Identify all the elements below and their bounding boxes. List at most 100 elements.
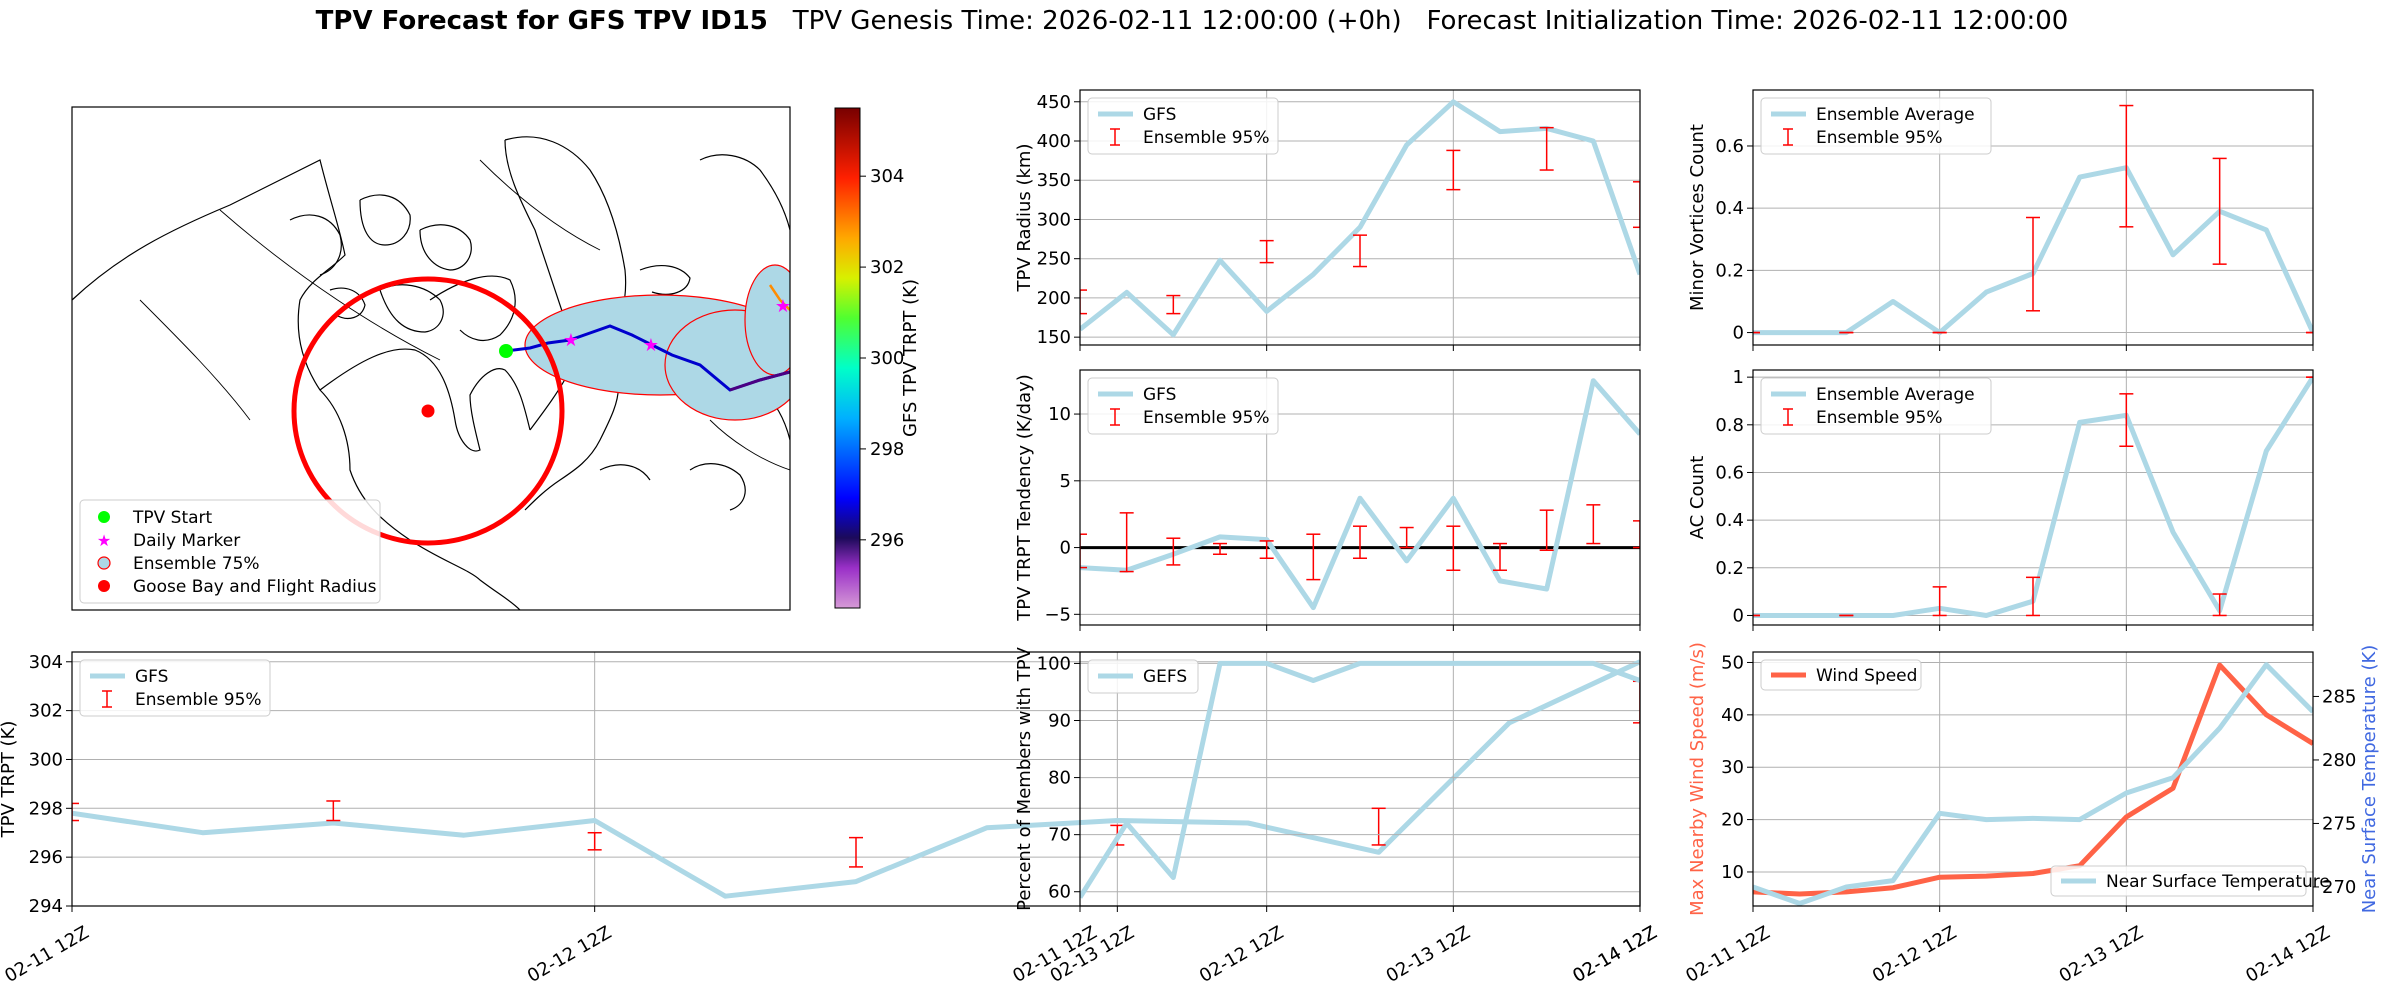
legend-daily-marker: Daily Marker xyxy=(133,531,240,551)
title-init: Forecast Initialization Time: 2026-02-11… xyxy=(1426,6,2069,36)
legend-ensemble-75: Ensemble 75% xyxy=(133,554,260,574)
trpt-legend-label-0: GFS xyxy=(135,667,168,687)
trpt-frame xyxy=(71,651,1641,907)
ac-ytick-label-5: 1 xyxy=(1733,367,1744,388)
tendency-legend: GFS Ensemble 95% xyxy=(1087,377,1279,435)
tendency-ytick-label-0: −5 xyxy=(1044,604,1071,625)
tendency-ytick-label-3: 10 xyxy=(1048,404,1071,425)
minor-plot-area xyxy=(1753,104,2313,336)
percent-ylabel: Percent of Members with TPV xyxy=(1014,646,1035,910)
ac-ytick-label-2: 0.4 xyxy=(1715,510,1744,531)
tendency-legend-label-1: Ensemble 95% xyxy=(1143,408,1270,428)
percent-ytick-label-3: 90 xyxy=(1048,710,1071,731)
legend-ensemble-swatch xyxy=(97,556,111,570)
map-boundary-lines xyxy=(139,159,790,471)
wind-legend-box-2 xyxy=(2050,865,2307,897)
trpt-xtick-label-1: 02-12 12Z xyxy=(524,922,615,982)
wind-series-0 xyxy=(1753,662,2313,897)
radius-ytick-label-0: 150 xyxy=(1037,327,1071,348)
wind-legend-label-1: Near Surface Temperature xyxy=(2106,872,2330,892)
tendency-plot-area xyxy=(1080,378,1640,611)
minor-ytick-label-0: 0 xyxy=(1733,323,1744,344)
wind-frame xyxy=(1752,651,2314,907)
radius-ytick-label-1: 200 xyxy=(1037,288,1071,309)
radius-ytick-label-4: 350 xyxy=(1037,170,1071,191)
percent-xtick-label-1: 02-12 12Z xyxy=(1196,922,1287,982)
wind-ytick-right-label-3: 285 xyxy=(2322,686,2356,707)
tendency-frame xyxy=(1079,369,1641,626)
title-genesis: TPV Genesis Time: 2026-02-11 12:00:00 (+… xyxy=(792,6,1402,36)
trpt-legend-label-1: Ensemble 95% xyxy=(135,690,262,710)
wind-ylabel: Max Nearby Wind Speed (m/s) xyxy=(1687,642,1708,916)
wind-legend: Wind Speed Near Surface Temperature xyxy=(1760,659,2330,897)
percent-xtick-label-3: 02-14 12Z xyxy=(1569,922,1660,982)
percent-legend-box xyxy=(1087,659,1199,694)
minor-ytick-label-2: 0.4 xyxy=(1715,198,1744,219)
map-coastline-north-america xyxy=(72,159,521,610)
trpt-legend-box xyxy=(79,659,271,717)
colorbar-tick-label-0: 296 xyxy=(870,530,904,551)
colorbar-tick-label-1: 298 xyxy=(870,439,904,460)
percent-legend: GEFS xyxy=(1087,659,1199,694)
trpt-ylabel: TPV TRPT (K) xyxy=(0,721,19,839)
minor-ylabel: Minor Vortices Count xyxy=(1687,124,1708,311)
percent-xtick-label-2: 02-13 12Z xyxy=(1383,922,1474,982)
minor-legend-box xyxy=(1760,97,1992,155)
trpt-ytick-label-3: 300 xyxy=(29,749,63,770)
wind-legend-box xyxy=(1760,659,1922,691)
wind-ytick-label-3: 40 xyxy=(1721,705,1744,726)
trpt-legend: GFS Ensemble 95% xyxy=(79,659,271,717)
tpv-start-marker xyxy=(499,344,513,358)
map-coastline-arctic-islands xyxy=(289,194,472,333)
radius-ytick-label-3: 300 xyxy=(1037,209,1071,230)
daily-marker-3: ★ xyxy=(775,296,791,317)
wind-ytick-right-label-2: 280 xyxy=(2322,750,2356,771)
radius-legend-box xyxy=(1087,97,1279,155)
tendency-ylabel: TPV TRPT Tendency (K/day) xyxy=(1014,374,1035,622)
map-frame xyxy=(71,106,791,611)
trpt-ytick-label-2: 298 xyxy=(29,798,63,819)
tendency-legend-box xyxy=(1087,377,1279,435)
trpt-ytick-label-0: 294 xyxy=(29,896,63,917)
wind-ytick-label-2: 30 xyxy=(1721,757,1744,778)
chart-trpt: 294 296 298 300 302 304 02-11 12Z 02-12 12Z 02-1… xyxy=(0,651,1661,982)
map-legend: TPV Start ★ Daily Marker Ensemble 75% Go… xyxy=(79,499,381,604)
flight-radius-circle xyxy=(291,276,565,546)
trpt-ytick-label-4: 302 xyxy=(29,701,63,722)
radius-frame xyxy=(1079,89,1641,346)
colorbar-tick-label-3: 302 xyxy=(870,257,904,278)
wind-ytick-label-0: 10 xyxy=(1721,862,1744,883)
ac-ytick-label-1: 0.2 xyxy=(1715,558,1744,579)
daily-marker-1: ★ xyxy=(563,330,579,351)
radius-ytick-label-6: 450 xyxy=(1037,92,1071,113)
radius-ytick-label-5: 400 xyxy=(1037,131,1071,152)
radius-legend: GFS Ensemble 95% xyxy=(1087,97,1279,155)
wind-xtick-label-3: 02-14 12Z xyxy=(2242,922,2333,982)
wind-plot-area xyxy=(1753,662,2313,906)
ac-ylabel: AC Count xyxy=(1687,456,1708,540)
ac-frame xyxy=(1752,369,2314,626)
ac-legend-label-0: Ensemble Average xyxy=(1816,385,1975,405)
tendency-ytick-label-1: 0 xyxy=(1060,538,1071,559)
colorbar-tick-label-2: 300 xyxy=(870,348,904,369)
colorbar-tick-label-4: 304 xyxy=(870,166,904,187)
wind-xtick-label-2: 02-13 12Z xyxy=(2056,922,2147,982)
ac-legend: Ensemble Average Ensemble 95% xyxy=(1760,377,1992,435)
ensemble-75-region-3 xyxy=(744,264,790,376)
radius-legend-label-0: GFS xyxy=(1143,105,1176,125)
percent-frame xyxy=(1079,651,1641,907)
map-coastline-hudson-bay xyxy=(319,348,531,452)
radius-plot-area xyxy=(1080,99,1640,338)
chart-minor: 0 0.2 0.4 0.6 Minor Vortices Count Ensemble A… xyxy=(1687,89,2314,351)
wind-ytick-right-label-1: 275 xyxy=(2322,813,2356,834)
colorbar-label: GFS TPV TRPT (K) xyxy=(900,279,921,437)
wind-ytick-label-1: 20 xyxy=(1721,810,1744,831)
tendency-legend-label-0: GFS xyxy=(1143,385,1176,405)
trpt-ytick-label-1: 296 xyxy=(29,847,63,868)
daily-marker-2: ★ xyxy=(643,335,659,356)
minor-ytick-label-3: 0.6 xyxy=(1715,136,1744,157)
minor-frame xyxy=(1752,89,2314,346)
radius-legend-label-1: Ensemble 95% xyxy=(1143,128,1270,148)
